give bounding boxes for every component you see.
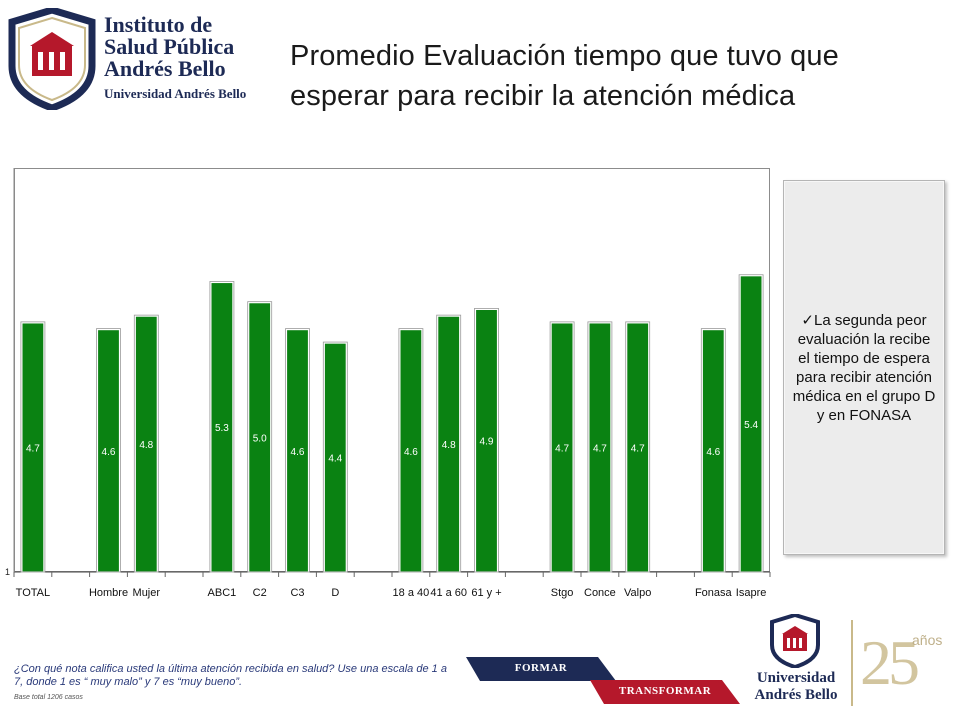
bar-chart: 1 4.7 TOTAL 4.6 Hombre 4.8 Mujer 5.3 ABC1 5.0 C2 4.… xyxy=(5,168,771,599)
insight-text: La segunda peor evaluación la recibe el … xyxy=(792,311,936,424)
footer-divider xyxy=(851,620,853,706)
data-label: 4.6 xyxy=(102,447,116,458)
transformar-banner-shape xyxy=(590,680,740,704)
insight-note: ✓La segunda peor evaluación la recibe el… xyxy=(783,180,945,555)
bar-outline xyxy=(133,314,159,573)
data-label: 4.8 xyxy=(139,440,153,451)
bar-outline xyxy=(474,307,499,573)
base-cases: Base total 1206 casos xyxy=(14,694,83,701)
x-tick-label: C2 xyxy=(253,587,267,599)
bar-outline xyxy=(738,274,764,573)
x-tick-label: Fonasa xyxy=(695,587,733,599)
transformar-label: TRANSFORMAR xyxy=(618,685,712,697)
x-tick-label: Mujer xyxy=(133,587,161,599)
university-line-1: Universidad xyxy=(756,670,836,686)
data-label: 4.8 xyxy=(442,440,456,451)
bar-outline xyxy=(700,328,726,573)
x-tick-label: Valpo xyxy=(624,587,651,599)
formar-label: FORMAR xyxy=(514,662,568,674)
x-tick-label: 18 a 40 xyxy=(393,587,430,599)
logo-line-4: Universidad Andrés Bello xyxy=(104,86,247,101)
institute-logo: Instituto de Salud Pública Andrés Bello … xyxy=(8,8,258,112)
anniversary-logo: 25 años xyxy=(860,620,950,710)
data-label: 5.0 xyxy=(253,433,267,444)
bar-outline xyxy=(587,321,613,573)
data-label: 4.6 xyxy=(291,447,305,458)
bar-outline xyxy=(209,281,235,573)
data-label: 4.4 xyxy=(328,454,342,465)
logo-line-3: Andrés Bello xyxy=(104,56,226,81)
survey-question: ¿Con qué nota califica usted la última a… xyxy=(14,663,447,688)
data-label: 5.3 xyxy=(215,423,229,434)
data-label: 5.4 xyxy=(744,420,758,431)
anniversary-number: 25 xyxy=(860,627,920,698)
x-tick-label: Hombre xyxy=(89,587,128,599)
bar-outline xyxy=(436,314,462,573)
x-tick-label: 41 a 60 xyxy=(430,587,467,599)
formar-banner-shape xyxy=(466,657,616,681)
transformar-banner: TRANSFORMAR xyxy=(590,680,740,704)
data-label: 4.9 xyxy=(480,437,494,448)
bar-outline xyxy=(322,341,348,573)
bar-outline xyxy=(625,321,651,573)
bar-outline xyxy=(96,328,121,573)
page-title: Promedio Evaluación tiempo que tuvo que … xyxy=(290,40,839,112)
bar-outline xyxy=(549,321,575,573)
insight-note-text: ✓La segunda peor evaluación la recibe el… xyxy=(784,311,944,425)
x-tick-label: Isapre xyxy=(736,587,767,599)
data-label: 4.7 xyxy=(555,443,569,454)
bar-outline xyxy=(398,328,424,573)
data-label: 4.7 xyxy=(631,443,645,454)
university-logo: Universidad Andrés Bello xyxy=(748,614,840,714)
x-tick-label: D xyxy=(331,587,339,599)
x-tick-label: 61 y + xyxy=(471,587,501,599)
data-label: 4.7 xyxy=(26,443,40,454)
data-label: 4.6 xyxy=(706,447,720,458)
y-tick-label: 1 xyxy=(5,567,10,577)
bar-outline xyxy=(285,328,310,573)
data-label: 4.6 xyxy=(404,447,418,458)
formar-banner: FORMAR xyxy=(466,657,616,681)
x-tick-label: C3 xyxy=(290,587,304,599)
checkmark-icon: ✓ xyxy=(801,311,814,329)
x-tick-label: Conce xyxy=(584,587,616,599)
anniversary-word: años xyxy=(912,632,943,648)
x-tick-label: Stgo xyxy=(551,587,574,599)
x-tick-label: TOTAL xyxy=(16,587,50,599)
bar-outline xyxy=(20,321,46,573)
university-shield-icon xyxy=(770,614,820,668)
bar-outline xyxy=(247,301,273,573)
shield-logo-icon xyxy=(8,8,96,110)
university-line-2: Andrés Bello xyxy=(754,687,838,703)
data-label: 4.7 xyxy=(593,443,607,454)
logo-line-2: Salud Pública xyxy=(104,34,235,59)
logo-line-1: Instituto de xyxy=(104,12,213,37)
x-tick-label: ABC1 xyxy=(208,587,237,599)
